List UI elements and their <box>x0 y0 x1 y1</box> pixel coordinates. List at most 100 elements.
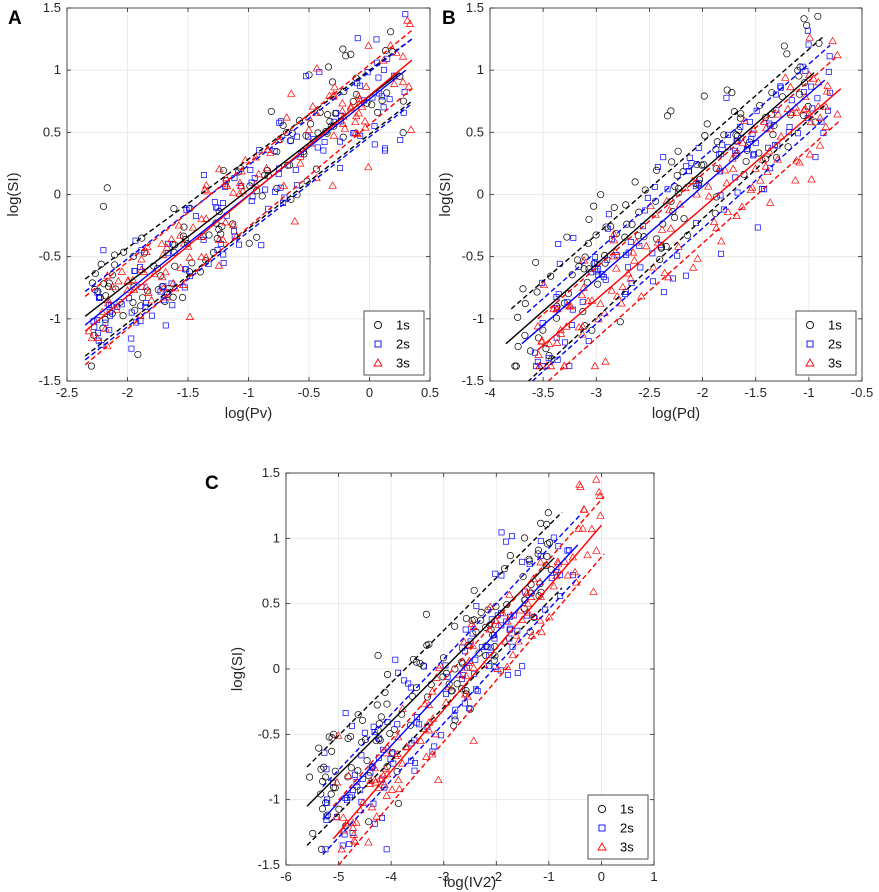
data-point-3s <box>704 191 714 200</box>
data-point-1s <box>482 652 490 660</box>
data-point-1s <box>347 732 355 741</box>
x-tick-label: -3.5 <box>532 385 554 400</box>
data-point-1s <box>519 285 527 293</box>
data-point-1s <box>662 242 670 251</box>
data-point-1s <box>87 362 96 370</box>
x-tick-label: -0.5 <box>298 385 320 400</box>
data-point-3s <box>786 82 795 91</box>
data-point-3s <box>617 298 626 307</box>
data-point-2s <box>485 663 492 670</box>
data-point-1s <box>347 764 355 772</box>
data-point-1s <box>703 120 711 128</box>
y-tick-label: -1 <box>49 311 61 326</box>
data-point-1s <box>671 183 679 191</box>
data-point-1s <box>399 97 407 105</box>
data-point-1s <box>521 331 529 339</box>
data-point-2s <box>287 137 294 144</box>
data-point-2s <box>320 147 327 154</box>
data-point-2s <box>478 644 485 651</box>
data-point-3s <box>332 778 342 786</box>
data-point-1s <box>342 52 350 60</box>
data-point-1s <box>756 101 764 110</box>
data-point-3s <box>214 261 224 269</box>
data-point-3s <box>570 567 580 576</box>
data-point-3s <box>87 333 97 342</box>
legend-marker-2s <box>374 340 382 348</box>
data-point-3s <box>508 650 518 659</box>
data-point-2s <box>323 817 330 824</box>
data-point-2s <box>753 107 760 114</box>
data-point-3s <box>511 631 521 639</box>
data-point-3s <box>202 181 211 189</box>
data-point-3s <box>222 173 231 182</box>
data-point-3s <box>469 736 478 744</box>
data-point-1s <box>205 231 213 239</box>
data-point-1s <box>769 131 777 139</box>
data-point-1s <box>580 265 588 273</box>
data-point-3s <box>215 164 224 173</box>
legend-label-3s: 3s <box>620 840 634 855</box>
data-point-1s <box>693 160 701 169</box>
y-tick-label: -0.5 <box>258 726 280 741</box>
data-point-3s <box>93 333 102 342</box>
data-point-2s <box>371 820 378 827</box>
data-point-1s <box>451 716 459 724</box>
legend-marker-2s <box>598 824 606 832</box>
data-point-1s <box>305 71 313 79</box>
data-point-1s <box>169 240 177 248</box>
data-point-1s <box>811 118 819 126</box>
y-tick-label: -0.5 <box>462 249 484 264</box>
data-point-1s <box>594 280 602 288</box>
x-tick-label: -1.5 <box>745 385 767 400</box>
legend-marker-3s <box>373 358 383 367</box>
data-point-2s <box>472 656 479 663</box>
data-point-3s <box>494 620 503 628</box>
data-point-3s <box>392 48 401 56</box>
data-point-1s <box>514 313 522 321</box>
y-tick-label: 0.5 <box>466 124 484 139</box>
data-point-1s <box>653 235 661 243</box>
data-point-1s <box>387 28 395 36</box>
data-point-2s <box>519 558 526 565</box>
data-layer <box>84 11 416 370</box>
data-point-2s <box>825 68 832 75</box>
data-point-2s <box>421 663 428 670</box>
data-point-2s <box>491 635 498 642</box>
data-point-1s <box>543 540 552 548</box>
data-point-1s <box>171 262 179 270</box>
data-point-1s <box>365 772 373 780</box>
data-point-2s <box>550 534 557 541</box>
data-point-2s <box>182 266 189 273</box>
y-tick-label: -1.5 <box>462 373 484 388</box>
data-point-2s <box>371 141 378 148</box>
data-point-2s <box>324 796 331 803</box>
data-point-2s <box>720 206 727 213</box>
data-point-3s <box>546 361 556 370</box>
data-point-2s <box>262 186 269 193</box>
data-point-1s <box>120 248 128 256</box>
data-point-3s <box>828 36 837 45</box>
data-point-2s <box>644 194 651 201</box>
data-point-2s <box>357 787 364 794</box>
data-point-3s <box>344 771 353 779</box>
data-point-1s <box>219 166 227 175</box>
data-point-3s <box>791 176 800 184</box>
data-point-3s <box>549 581 559 590</box>
data-point-1s <box>105 279 113 287</box>
data-point-2s <box>333 109 340 116</box>
data-point-2s <box>383 846 390 853</box>
data-point-1s <box>295 117 304 125</box>
data-point-1s <box>170 205 178 213</box>
data-point-3s <box>526 587 535 595</box>
data-point-3s <box>468 641 477 649</box>
data-point-3s <box>398 759 407 767</box>
data-point-3s <box>737 202 747 210</box>
data-point-1s <box>544 509 552 517</box>
data-point-1s <box>514 342 522 351</box>
data-point-3s <box>503 617 512 625</box>
data-point-1s <box>218 222 226 230</box>
data-point-1s <box>573 256 582 264</box>
data-point-3s <box>424 700 434 709</box>
data-point-3s <box>596 511 605 519</box>
data-point-2s <box>660 289 667 296</box>
